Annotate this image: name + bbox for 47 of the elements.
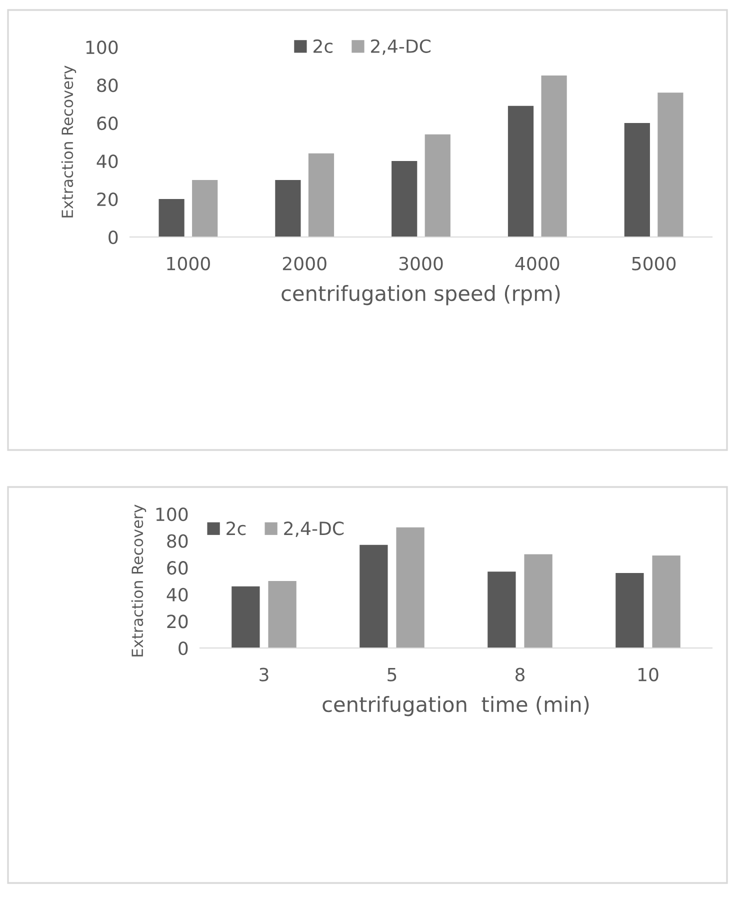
bar [508,106,534,237]
legend-label: 2c [226,522,246,536]
y-tick-label: 0 [108,230,118,244]
y-tick-label: 60 [167,561,188,575]
legend-label: 2,4-DC [284,522,344,538]
bar [396,527,424,648]
bar [424,134,450,237]
bar [624,123,650,237]
bar [658,92,684,237]
bar [268,581,296,648]
x-tick-label: 5 [388,668,396,682]
y-tick-label: 80 [97,78,118,92]
bar [616,572,644,648]
y-axis-title: Extraction Recovery [61,66,76,218]
x-tick-label: 10 [638,668,658,682]
x-axis-title: centrifugation time (min) [322,696,589,716]
legend-label: 2c [314,39,332,53]
bar [360,544,388,648]
x-tick-label: 3 [260,668,268,682]
bar [158,199,184,237]
y-tick-label: 40 [96,154,118,168]
bar [541,76,567,237]
bar [524,554,552,648]
y-tick-label: 100 [86,40,118,54]
legend-label: 2,4-DC [371,39,430,55]
x-tick-label: 4000 [515,256,560,270]
x-tick-label: 1000 [167,256,210,270]
bar [192,180,218,237]
y-tick-label: 20 [167,614,188,628]
y-tick-label: 0 [178,641,188,656]
bar [392,161,418,237]
y-tick-label: 40 [166,588,188,602]
y-tick-label: 100 [156,507,188,522]
bar [652,556,680,648]
bar [232,586,260,648]
x-tick-label: 2000 [282,256,326,270]
y-tick-label: 80 [167,534,188,548]
y-tick-label: 20 [97,192,118,206]
x-tick-label: 3000 [399,256,443,270]
bar [488,572,516,648]
x-tick-label: 5000 [632,256,676,270]
x-tick-label: 8 [515,668,525,682]
y-tick-label: 60 [97,116,118,130]
bar [308,153,334,237]
x-axis-title: centrifugation speed (rpm) [282,285,560,306]
bar [275,180,301,237]
y-axis-title: Extraction Recovery [131,504,146,656]
